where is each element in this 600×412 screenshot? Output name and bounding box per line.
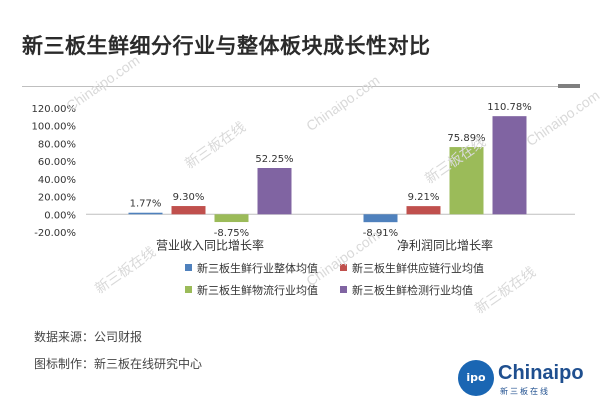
data-label: 1.77%: [130, 199, 162, 210]
data-label: 9.30%: [173, 192, 205, 203]
data-source-label: 数据来源：: [34, 330, 95, 344]
data-label: -8.75%: [214, 228, 249, 239]
data-label: 52.25%: [255, 154, 293, 165]
bar: [214, 214, 249, 223]
title-rule: [22, 86, 580, 87]
chart-maker-label: 图标制作：: [34, 357, 95, 371]
chart-maker-value: 新三板在线研究中心: [94, 357, 203, 371]
logo-subtitle: 新三板在线: [500, 387, 550, 396]
legend-entry: 新三板生鲜物流行业均值: [197, 283, 318, 297]
bar: [128, 212, 163, 215]
logo-badge: ipo: [458, 360, 494, 396]
y-tick-label: 40.00%: [38, 175, 76, 186]
bar: [363, 214, 398, 223]
data-source-value: 公司财报: [94, 330, 143, 344]
bar: [449, 147, 484, 215]
y-tick-label: 60.00%: [38, 157, 76, 168]
legend-swatch: [340, 264, 347, 271]
category-label: 净利润同比增长率: [397, 237, 493, 252]
data-label: 75.89%: [447, 133, 485, 144]
bar: [171, 206, 206, 215]
data-source-line: 数据来源：公司财报: [34, 328, 142, 345]
y-tick-label: -20.00%: [34, 228, 76, 239]
legend-swatch: [340, 286, 347, 293]
chinaipo-logo: ipo Chinaipo 新三板在线: [458, 358, 584, 402]
bar: [257, 168, 292, 215]
y-tick-label: 0.00%: [44, 210, 76, 221]
legend-swatch: [185, 264, 192, 271]
y-tick-label: 100.00%: [32, 122, 77, 133]
data-label: 9.21%: [408, 192, 440, 203]
data-label: 110.78%: [487, 102, 532, 113]
bar: [492, 116, 527, 215]
logo-wordmark: Chinaipo: [498, 362, 584, 384]
category-label: 营业收入同比增长率: [156, 237, 264, 252]
legend-entry: 新三板生鲜行业整体均值: [197, 261, 318, 275]
y-tick-label: 20.00%: [38, 193, 76, 204]
y-tick-label: 80.00%: [38, 139, 76, 150]
chart-maker-line: 图标制作：新三板在线研究中心: [34, 355, 202, 372]
legend-swatch: [185, 286, 192, 293]
data-label: -8.91%: [363, 228, 398, 239]
legend-entry: 新三板生鲜供应链行业均值: [352, 261, 484, 275]
bar: [406, 206, 441, 215]
bar-chart: 120.00% 100.00% 80.00% 60.00% 40.00% 20.00% 0.…: [32, 102, 575, 297]
y-tick-label: 120.00%: [32, 104, 77, 115]
legend-entry: 新三板生鲜检测行业均值: [352, 283, 473, 297]
chart-title: 新三板生鲜细分行业与整体板块成长性对比: [22, 34, 431, 58]
title-rule-accent: [558, 84, 580, 88]
